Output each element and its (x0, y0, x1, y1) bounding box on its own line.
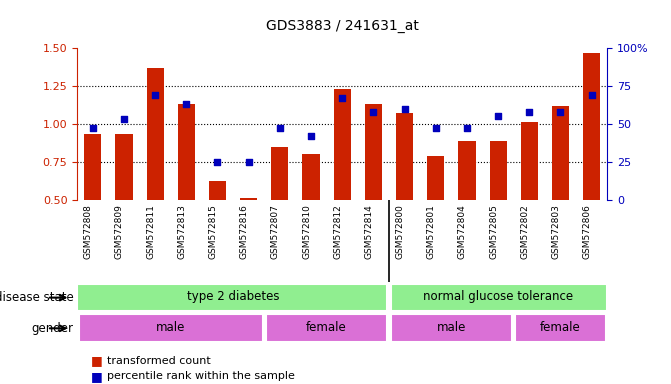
Text: male: male (156, 321, 185, 334)
Bar (115, 134, 132, 200)
Text: GSM572814: GSM572814 (364, 204, 373, 258)
Text: transformed count: transformed count (107, 356, 211, 366)
Text: type 2 diabetes: type 2 diabetes (187, 290, 279, 303)
Text: GSM572801: GSM572801 (427, 204, 435, 259)
Text: GSM572810: GSM572810 (302, 204, 311, 259)
Bar (240, 198, 257, 200)
Point (524, 109, 535, 115)
Point (150, 92, 160, 98)
Text: GDS3883 / 241631_at: GDS3883 / 241631_at (266, 19, 419, 33)
Point (493, 113, 503, 119)
Bar (458, 141, 476, 200)
Text: gender: gender (32, 322, 74, 335)
Text: GSM572812: GSM572812 (333, 204, 342, 258)
Text: GSM572802: GSM572802 (520, 204, 529, 258)
Bar (266, 314, 387, 342)
Point (430, 125, 441, 131)
Text: GSM572811: GSM572811 (146, 204, 155, 259)
Bar (333, 89, 351, 200)
Text: male: male (437, 321, 466, 334)
Point (181, 101, 192, 107)
Text: GSM572808: GSM572808 (84, 204, 93, 259)
Bar (515, 314, 606, 342)
Bar (84, 134, 101, 200)
Text: ■: ■ (91, 370, 103, 383)
Point (586, 92, 597, 98)
Bar (79, 314, 262, 342)
Bar (521, 122, 538, 200)
Point (244, 159, 254, 165)
Point (555, 109, 566, 115)
Text: percentile rank within the sample: percentile rank within the sample (107, 371, 295, 381)
Point (337, 95, 348, 101)
Bar (490, 141, 507, 200)
Bar (552, 106, 569, 200)
Text: GSM572803: GSM572803 (552, 204, 560, 259)
Point (368, 109, 378, 115)
Bar (209, 182, 226, 200)
Bar (391, 284, 607, 311)
Bar (178, 104, 195, 200)
Bar (583, 53, 601, 200)
Text: disease state: disease state (0, 291, 74, 304)
Text: GSM572805: GSM572805 (489, 204, 498, 259)
Text: ■: ■ (91, 354, 103, 367)
Text: GSM572816: GSM572816 (240, 204, 249, 259)
Text: normal glucose tolerance: normal glucose tolerance (423, 290, 573, 303)
Point (87, 125, 98, 131)
Bar (77, 284, 387, 311)
Bar (271, 147, 289, 200)
Text: GSM572800: GSM572800 (396, 204, 405, 259)
Bar (365, 104, 382, 200)
Point (462, 125, 472, 131)
Point (274, 125, 285, 131)
Text: GSM572807: GSM572807 (271, 204, 280, 259)
Point (399, 106, 410, 112)
Point (212, 159, 223, 165)
Bar (396, 113, 413, 200)
Bar (146, 68, 164, 200)
Text: GSM572813: GSM572813 (177, 204, 187, 259)
Text: GSM572809: GSM572809 (115, 204, 124, 259)
Text: female: female (306, 321, 347, 334)
Bar (303, 154, 319, 200)
Bar (427, 156, 444, 200)
Text: female: female (540, 321, 581, 334)
Text: GSM572806: GSM572806 (582, 204, 592, 259)
Point (119, 116, 130, 122)
Bar (391, 314, 512, 342)
Text: GSM572815: GSM572815 (209, 204, 217, 259)
Point (306, 133, 317, 139)
Text: GSM572804: GSM572804 (458, 204, 467, 258)
